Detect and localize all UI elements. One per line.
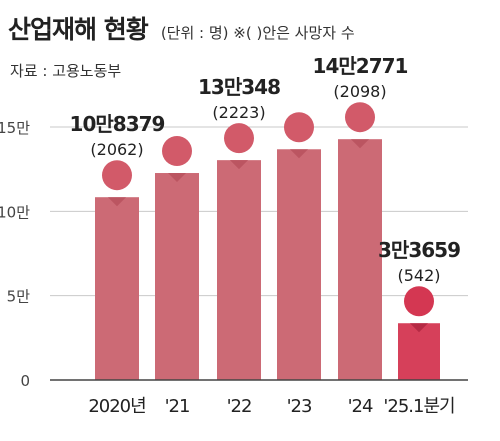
- x-tick-label: '22: [227, 396, 252, 417]
- data-label-total: 14만2771: [313, 54, 408, 78]
- x-tick-label: '24: [348, 396, 373, 417]
- data-label-deaths: (542): [397, 266, 440, 285]
- data-label-total: 10만8379: [70, 112, 165, 136]
- bar-notch: [108, 197, 126, 207]
- bar: [95, 197, 139, 380]
- bar-dot-marker: [284, 112, 314, 143]
- bar-notch: [230, 160, 248, 170]
- y-tick-label: 5만: [7, 288, 31, 306]
- bar-dot-marker: [162, 136, 192, 167]
- y-tick-label: 10만: [0, 203, 30, 221]
- bar: [277, 149, 321, 380]
- bar-notch: [168, 173, 186, 183]
- bar: [398, 323, 440, 380]
- bar-dot-marker: [224, 123, 254, 154]
- bar: [217, 160, 261, 380]
- bar-notch: [410, 323, 428, 333]
- bar-dot-marker: [404, 286, 434, 317]
- data-label-deaths: (2062): [90, 140, 143, 159]
- bar: [155, 173, 199, 380]
- bar-notch: [290, 149, 308, 159]
- y-tick-label: 0: [20, 372, 30, 390]
- unit-note: (단위 : 명) ※( )안은 사망자 수: [160, 24, 355, 42]
- y-tick-label: 15만: [0, 119, 30, 137]
- data-label-deaths: (2098): [333, 82, 386, 101]
- x-tick-label: '25.1분기: [383, 396, 454, 417]
- x-tick-label: 2020년: [88, 396, 145, 417]
- bar: [338, 139, 382, 380]
- data-label-deaths: (2223): [212, 103, 265, 122]
- bar-dot-marker: [102, 160, 132, 191]
- x-tick-label: '21: [165, 396, 190, 417]
- data-label-total: 3만3659: [378, 238, 460, 262]
- chart-header: 산업재해 현황 (단위 : 명) ※( )안은 사망자 수: [8, 10, 355, 46]
- source-note: 자료 : 고용노동부: [10, 62, 122, 80]
- chart-title: 산업재해 현황: [8, 15, 149, 44]
- x-tick-label: '23: [287, 396, 312, 417]
- bar-notch: [351, 139, 369, 149]
- data-label-total: 13만348: [198, 75, 280, 99]
- bar-dot-marker: [345, 102, 375, 133]
